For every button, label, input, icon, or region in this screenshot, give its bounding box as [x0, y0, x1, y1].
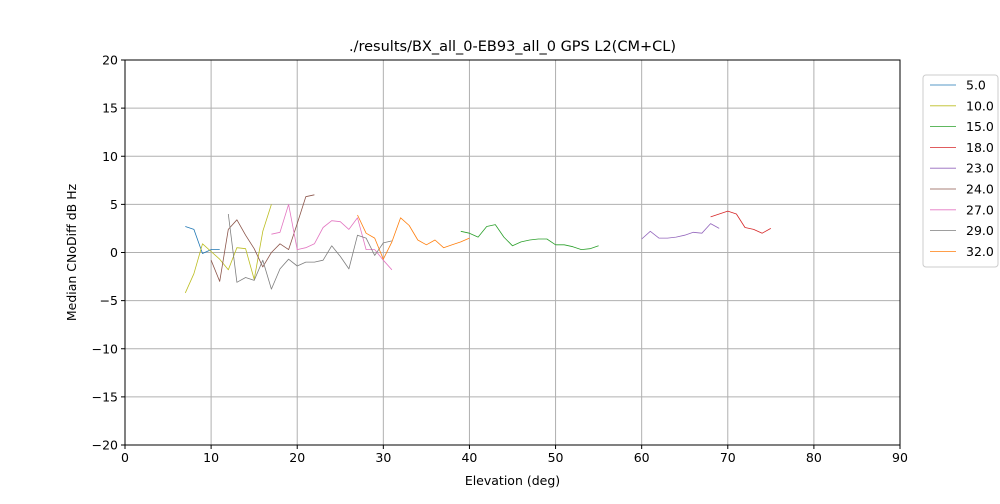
legend-label: 18.0 [966, 140, 994, 155]
x-axis-label: Elevation (deg) [465, 473, 560, 488]
legend-label: 32.0 [966, 244, 994, 259]
legend-label: 24.0 [966, 182, 994, 197]
legend-entry: 32.0 [930, 244, 994, 259]
chart-title: ./results/BX_all_0-EB93_all_0 GPS L2(CM+… [349, 39, 676, 55]
x-tick-label: 20 [289, 450, 305, 465]
series-line-18-0 [710, 210, 771, 234]
x-tick-label: 80 [806, 450, 822, 465]
series-line-32-0 [357, 214, 470, 260]
x-tick-label: 40 [461, 450, 477, 465]
legend-entry: 18.0 [930, 140, 994, 155]
series-line-10-0 [184, 204, 272, 294]
series-line-29-0 [227, 213, 392, 290]
x-tick-label: 50 [548, 450, 564, 465]
legend-entry: 5.0 [930, 78, 986, 93]
series-line-5-0 [185, 226, 220, 254]
y-tick-label: 10 [102, 149, 118, 164]
x-tick-label: 30 [375, 450, 391, 465]
legend-label: 15.0 [966, 119, 994, 134]
y-tick-label: 15 [102, 101, 118, 116]
legend-entry: 29.0 [930, 223, 994, 238]
y-tick-label: −10 [92, 341, 118, 356]
y-tick-label: 5 [110, 197, 118, 212]
legend-entry: 10.0 [930, 98, 994, 113]
y-tick-label: 0 [110, 245, 118, 260]
x-tick-label: 60 [634, 450, 650, 465]
y-tick-label: 20 [102, 53, 118, 68]
legend-entry: 27.0 [930, 202, 994, 217]
x-tick-label: 0 [121, 450, 129, 465]
legend-label: 23.0 [966, 161, 994, 176]
x-tick-label: 70 [720, 450, 736, 465]
legend-label: 10.0 [966, 98, 994, 113]
y-tick-label: −5 [100, 293, 118, 308]
legend-entry: 23.0 [930, 161, 994, 176]
legend-entry: 24.0 [930, 182, 994, 197]
legend-label: 29.0 [966, 223, 994, 238]
series-line-24-0 [210, 194, 315, 282]
x-tick-label: 10 [203, 450, 219, 465]
y-axis-label: Median CNoDiff dB Hz [64, 183, 79, 321]
series-line-23-0 [641, 223, 720, 240]
legend-label: 27.0 [966, 202, 994, 217]
x-tick-label: 90 [892, 450, 908, 465]
series-line-15-0 [460, 224, 599, 251]
legend-entry: 15.0 [930, 119, 994, 134]
series-lines [184, 194, 771, 294]
y-tick-label: −15 [92, 389, 118, 404]
legend-frame [922, 74, 999, 268]
y-tick-label: −20 [92, 438, 118, 453]
legend: 5.0 10.0 15.0 18.0 23.0 24.0 27.0 29.0 32.0 [922, 74, 999, 268]
axis-ticks: 0 10 20 30 40 50 60 70 80 90 −20 −15 −10 −5 0 5 10 15 20 [92, 53, 908, 466]
legend-label: 5.0 [966, 78, 986, 93]
